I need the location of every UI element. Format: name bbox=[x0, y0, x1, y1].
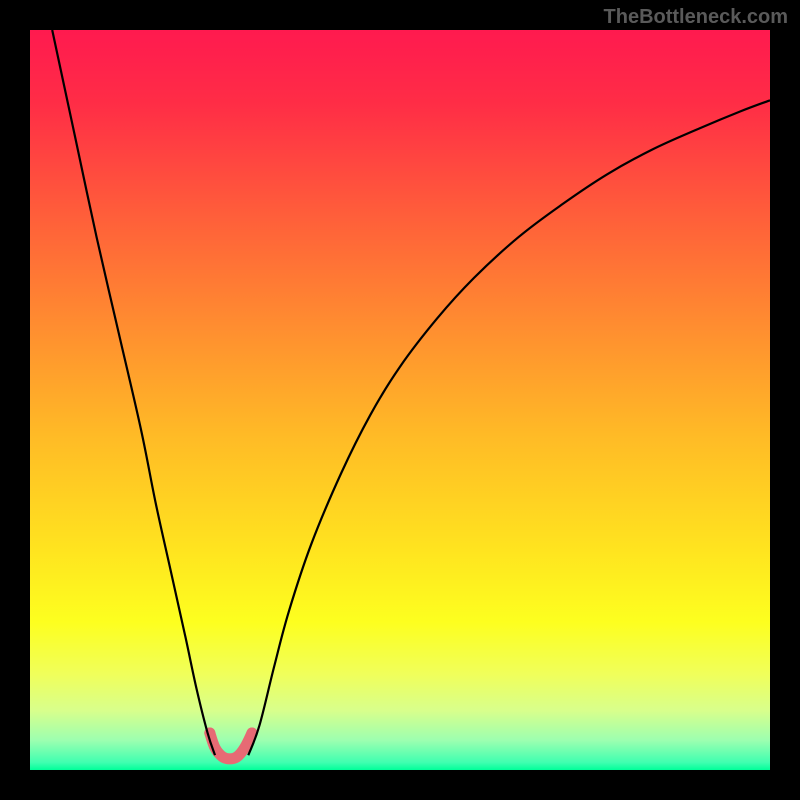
bottleneck-chart bbox=[0, 0, 800, 800]
plot-background bbox=[30, 30, 770, 770]
watermark-text: TheBottleneck.com bbox=[604, 6, 788, 29]
chart-svg bbox=[0, 0, 800, 800]
